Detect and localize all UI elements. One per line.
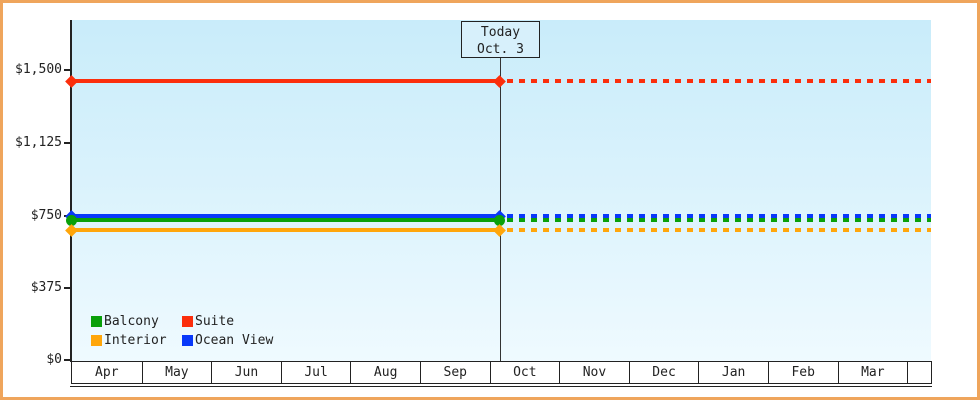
month-cell-dec: Dec bbox=[628, 362, 699, 383]
x-axis-month-row: Apr May Jun Jul Aug Sep Oct Nov Dec Jan … bbox=[71, 361, 932, 384]
y-tick bbox=[64, 142, 71, 144]
ocean-view-line-dashed bbox=[507, 214, 931, 218]
y-tick-label: $375 bbox=[30, 280, 62, 295]
suite-line-solid bbox=[72, 79, 500, 83]
y-tick bbox=[64, 287, 71, 289]
balcony-line-solid bbox=[72, 218, 500, 222]
ocean-view-line-solid bbox=[72, 214, 500, 218]
plot-area bbox=[72, 20, 931, 361]
suite-line-dashed bbox=[507, 79, 931, 83]
y-tick bbox=[64, 359, 71, 361]
y-tick-label: $1,125 bbox=[15, 135, 62, 150]
legend-label-interior: Interior bbox=[104, 333, 167, 348]
today-line bbox=[500, 58, 501, 361]
today-annotation-box: Today Oct. 3 bbox=[461, 21, 540, 58]
month-cell-mar: Mar bbox=[837, 362, 908, 383]
month-cell-may: May bbox=[141, 362, 212, 383]
month-cell-apr: Apr bbox=[95, 365, 119, 380]
legend-swatch-interior bbox=[91, 335, 102, 346]
month-cell-stub bbox=[907, 362, 931, 383]
month-cell-jan: Jan bbox=[698, 362, 768, 383]
today-label-line1: Today bbox=[480, 25, 521, 40]
today-label-line2: Oct. 3 bbox=[477, 42, 524, 57]
legend-label-ocean-view: Ocean View bbox=[195, 333, 274, 348]
y-tick-label: $1,500 bbox=[15, 62, 62, 77]
month-cell-feb: Feb bbox=[767, 362, 838, 383]
legend-swatch-balcony bbox=[91, 316, 102, 327]
balcony-marker-start bbox=[66, 215, 77, 226]
y-tick-label: $750 bbox=[30, 208, 62, 223]
interior-line-solid bbox=[72, 228, 500, 232]
balcony-line-dashed bbox=[507, 218, 931, 222]
y-tick bbox=[64, 69, 71, 71]
interior-line-dashed bbox=[507, 228, 931, 232]
y-tick-label: $0 bbox=[46, 352, 62, 367]
legend-label-balcony: Balcony bbox=[104, 314, 159, 329]
balcony-marker-today bbox=[494, 215, 505, 226]
legend-swatch-ocean-view bbox=[182, 335, 193, 346]
month-cell-jun: Jun bbox=[211, 362, 281, 383]
legend-label-suite: Suite bbox=[195, 314, 235, 329]
y-axis-line bbox=[70, 20, 72, 362]
month-cell-nov: Nov bbox=[559, 362, 629, 383]
legend-swatch-suite bbox=[182, 316, 193, 327]
month-cell-aug: Aug bbox=[350, 362, 420, 383]
month-cell-jul: Jul bbox=[280, 362, 351, 383]
month-cell-sep: Sep bbox=[419, 362, 490, 383]
x-axis-bottom-line bbox=[70, 386, 932, 387]
month-cell-oct: Oct bbox=[489, 362, 560, 383]
